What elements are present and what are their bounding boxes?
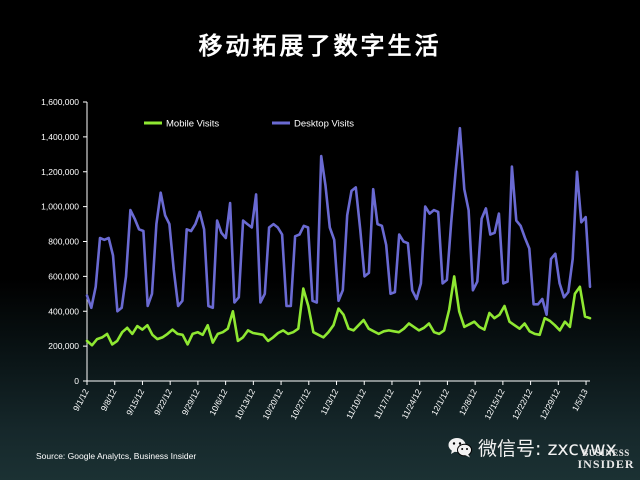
x-tick-label: 10/6/12	[207, 387, 229, 417]
x-tick-label: 11/3/12	[318, 387, 340, 416]
y-tick-label: 400,000	[48, 306, 79, 316]
x-tick-label: 12/29/12	[538, 387, 562, 421]
brand-line-2: INSIDER	[577, 457, 635, 471]
x-tick-label: 11/10/12	[344, 387, 368, 421]
brand-line-1: BUSINESS	[582, 448, 630, 458]
y-tick-label: 1,000,000	[41, 202, 79, 212]
y-axis-ticks: 0 200,000 400,000 600,000 800,000 1,000,000 1,…	[41, 97, 87, 386]
y-tick-label: 800,000	[48, 237, 79, 247]
x-tick-label: 10/20/12	[260, 387, 284, 421]
y-tick-label: 200,000	[48, 341, 79, 351]
wechat-id-text: 微信号: zxcvwx	[478, 437, 617, 460]
x-tick-label: 11/24/12	[399, 387, 423, 421]
chart-legend: Mobile Visits Desktop Visits	[144, 119, 354, 130]
x-tick-label: 9/29/12	[180, 387, 202, 417]
legend-label-desktop: Desktop Visits	[294, 119, 354, 130]
x-tick-label: 10/13/12	[233, 387, 257, 421]
y-tick-label: 1,400,000	[41, 132, 79, 142]
wechat-logo-icon	[448, 438, 472, 458]
x-tick-label: 9/8/12	[99, 387, 119, 413]
x-tick-label: 9/22/12	[152, 387, 174, 417]
business-insider-logo: BUSINESS INSIDER	[574, 448, 638, 470]
x-tick-label: 11/17/12	[372, 387, 396, 421]
series-line-desktop-visits	[85, 126, 592, 317]
source-note: Source: Google Analytcs, Business Inside…	[36, 451, 197, 461]
x-tick-label: 9/15/12	[124, 387, 146, 417]
x-tick-label: 12/1/12	[429, 387, 451, 417]
x-axis-ticks: 9/1/12 9/8/12 9/15/12 9/22/12 9/29/12 10/6/12…	[71, 381, 590, 421]
wechat-watermark: 微信号: zxcvwx	[447, 430, 637, 464]
x-tick-label: 9/1/12	[71, 387, 91, 413]
y-tick-label: 600,000	[48, 271, 79, 281]
x-tick-label: 12/22/12	[510, 387, 534, 421]
chart-axes	[86, 102, 590, 382]
y-tick-label: 0	[74, 376, 79, 386]
chart-series	[85, 126, 592, 347]
y-tick-label: 1,600,000	[41, 97, 79, 107]
page-title: 移动拓展了数字生活	[198, 32, 442, 60]
x-tick-label: 1/5/13	[570, 387, 590, 413]
y-tick-label: 1,200,000	[41, 167, 79, 177]
series-line-mobile-visits	[85, 275, 592, 347]
legend-label-mobile: Mobile Visits	[166, 119, 219, 130]
x-tick-label: 12/15/12	[482, 387, 506, 421]
x-tick-label: 12/8/12	[457, 387, 479, 417]
x-tick-label: 10/27/12	[288, 387, 312, 421]
